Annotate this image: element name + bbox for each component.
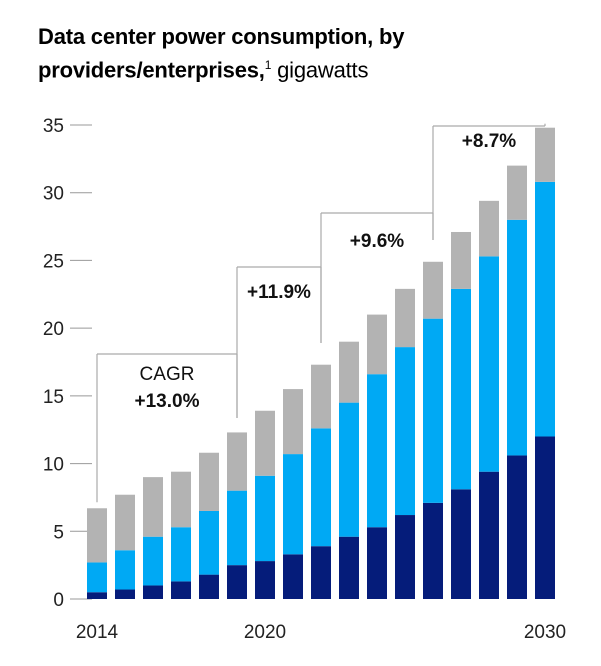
bar-segment-2014-1 xyxy=(87,562,107,593)
bar-segment-2030-2 xyxy=(535,127,555,182)
bar-segment-2017-2 xyxy=(171,471,191,528)
bar-segment-2016-1 xyxy=(143,536,163,586)
bar-segment-2014-2 xyxy=(87,508,107,563)
bar-segment-2029-1 xyxy=(507,219,527,456)
bar-segment-2022-2 xyxy=(311,364,331,429)
bar-segment-2021-2 xyxy=(283,389,303,455)
bar-segment-2025-0 xyxy=(395,515,415,599)
x-tick-label: 2020 xyxy=(244,622,286,643)
x-tick-label: 2030 xyxy=(524,622,566,643)
bar-segment-2026-0 xyxy=(423,502,443,599)
bar-segment-2020-1 xyxy=(255,475,275,562)
x-tick-label: 2014 xyxy=(76,622,119,643)
bar-segment-2027-2 xyxy=(451,231,471,289)
y-tick-label: 30 xyxy=(43,184,64,205)
bar-segment-2016-0 xyxy=(143,585,163,599)
bar-segment-2024-0 xyxy=(367,527,387,599)
cagr-value: +9.6% xyxy=(350,231,405,252)
bar-segment-2015-1 xyxy=(115,550,135,590)
y-tick-label: 35 xyxy=(43,116,64,137)
bar-segment-2018-1 xyxy=(199,510,219,575)
bar-segment-2019-1 xyxy=(227,490,247,566)
bar-segment-2018-2 xyxy=(199,452,219,511)
bar-segment-2020-0 xyxy=(255,561,275,599)
y-tick-label: 15 xyxy=(43,387,64,408)
bar-segment-2015-0 xyxy=(115,589,135,599)
bar-segment-2028-0 xyxy=(479,471,499,599)
y-tick-label: 0 xyxy=(53,590,64,611)
bar-segment-2023-0 xyxy=(339,536,359,599)
bar-segment-2028-2 xyxy=(479,200,499,257)
bar-segment-2024-1 xyxy=(367,374,387,528)
bar-segment-2030-0 xyxy=(535,436,555,599)
cagr-label: CAGR xyxy=(140,364,195,385)
bar-segment-2027-0 xyxy=(451,489,471,599)
cagr-value: +8.7% xyxy=(462,131,517,152)
y-tick-label: 25 xyxy=(43,251,64,272)
y-tick-label: 5 xyxy=(53,522,64,543)
bar-segment-2023-2 xyxy=(339,341,359,403)
y-tick-label: 10 xyxy=(43,455,64,476)
bar-segment-2015-2 xyxy=(115,494,135,551)
y-tick-label: 20 xyxy=(43,319,64,340)
cagr-value: +13.0% xyxy=(135,391,200,412)
chart-unit: gigawatts xyxy=(277,57,369,83)
bar-segment-2014-0 xyxy=(87,592,107,599)
bar-segment-2028-1 xyxy=(479,256,499,472)
bar-segment-2019-0 xyxy=(227,565,247,599)
bar-segment-2022-0 xyxy=(311,546,331,599)
bar-segment-2030-1 xyxy=(535,181,555,437)
bar-segment-2021-0 xyxy=(283,554,303,599)
bar-segment-2029-2 xyxy=(507,165,527,220)
bar-segment-2021-1 xyxy=(283,454,303,555)
cagr-value: +11.9% xyxy=(247,282,311,303)
bar-segment-2019-2 xyxy=(227,432,247,491)
bar-segment-2029-0 xyxy=(507,455,527,599)
bar-segment-2025-1 xyxy=(395,347,415,516)
bar-segment-2017-0 xyxy=(171,581,191,599)
bar-segment-2026-1 xyxy=(423,318,443,503)
bar-segment-2023-1 xyxy=(339,402,359,537)
chart-title: Data center power consumption, by provid… xyxy=(38,24,405,83)
bar-segment-2016-2 xyxy=(143,477,163,537)
bar-segment-2020-2 xyxy=(255,410,275,476)
bar-segment-2026-2 xyxy=(423,261,443,319)
bar-segment-2022-1 xyxy=(311,428,331,547)
bar-segment-2017-1 xyxy=(171,527,191,582)
bar-segment-2024-2 xyxy=(367,314,387,375)
bar-segment-2018-0 xyxy=(199,574,219,599)
bar-segment-2025-2 xyxy=(395,288,415,348)
bar-segment-2027-1 xyxy=(451,288,471,490)
